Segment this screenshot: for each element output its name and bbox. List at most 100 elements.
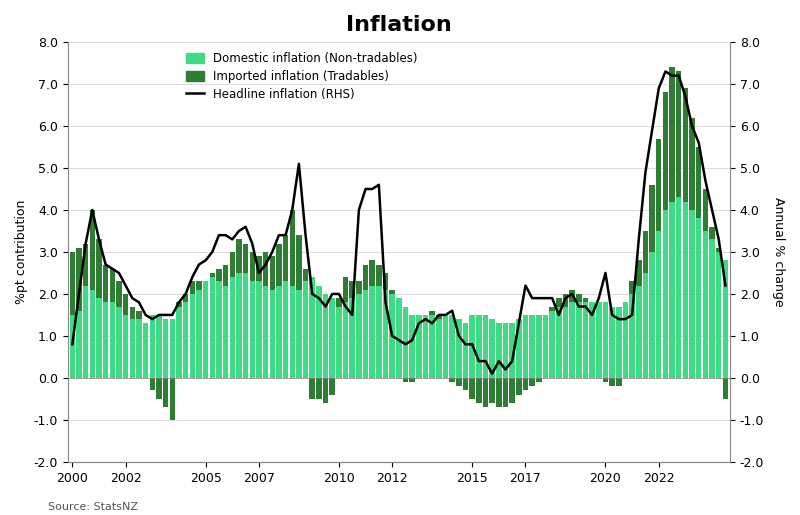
Bar: [210, 273, 215, 277]
Bar: [616, 378, 622, 386]
Bar: [223, 265, 228, 285]
Bar: [336, 306, 342, 378]
Bar: [143, 323, 148, 378]
Bar: [470, 378, 475, 399]
Bar: [110, 302, 115, 378]
Bar: [216, 269, 222, 281]
Bar: [196, 290, 202, 378]
Bar: [316, 285, 322, 378]
Bar: [190, 281, 195, 294]
Bar: [656, 139, 662, 231]
Bar: [170, 378, 175, 420]
Bar: [90, 290, 95, 378]
Bar: [123, 315, 128, 378]
Bar: [416, 315, 422, 378]
Bar: [96, 298, 102, 378]
Bar: [450, 378, 455, 382]
Bar: [156, 315, 162, 378]
Bar: [256, 281, 262, 378]
Bar: [270, 256, 275, 290]
Bar: [636, 261, 642, 285]
Bar: [522, 315, 528, 378]
Bar: [350, 298, 355, 378]
Legend: Domestic inflation (Non-tradables), Imported inflation (Tradables), Headline inf: Domestic inflation (Non-tradables), Impo…: [186, 52, 418, 100]
Bar: [570, 302, 575, 378]
Bar: [596, 302, 602, 378]
Bar: [90, 210, 95, 290]
Bar: [642, 273, 648, 378]
Bar: [516, 378, 522, 394]
Bar: [183, 302, 188, 378]
Bar: [283, 281, 288, 378]
Bar: [490, 319, 495, 378]
Bar: [650, 185, 655, 252]
Bar: [436, 319, 442, 378]
Bar: [336, 298, 342, 306]
Bar: [436, 315, 442, 319]
Bar: [270, 290, 275, 378]
Bar: [576, 302, 582, 378]
Bar: [136, 319, 142, 378]
Bar: [130, 319, 135, 378]
Bar: [530, 378, 535, 386]
Bar: [383, 273, 388, 290]
Bar: [650, 252, 655, 378]
Bar: [636, 285, 642, 378]
Bar: [163, 378, 168, 407]
Bar: [690, 210, 695, 378]
Bar: [356, 294, 362, 378]
Bar: [556, 306, 562, 378]
Bar: [456, 319, 462, 378]
Bar: [223, 285, 228, 378]
Bar: [562, 294, 568, 306]
Bar: [656, 231, 662, 378]
Bar: [310, 277, 315, 378]
Bar: [250, 252, 255, 281]
Bar: [456, 378, 462, 386]
Bar: [76, 248, 82, 311]
Bar: [236, 273, 242, 378]
Bar: [136, 311, 142, 319]
Bar: [303, 281, 308, 378]
Bar: [722, 378, 728, 399]
Bar: [476, 315, 482, 378]
Bar: [290, 210, 295, 285]
Bar: [370, 285, 375, 378]
Bar: [383, 290, 388, 378]
Bar: [310, 378, 315, 399]
Bar: [343, 277, 348, 302]
Bar: [203, 281, 208, 378]
Bar: [510, 378, 515, 403]
Bar: [562, 306, 568, 378]
Bar: [602, 378, 608, 382]
Bar: [276, 244, 282, 285]
Bar: [183, 294, 188, 302]
Bar: [103, 302, 108, 378]
Bar: [536, 315, 542, 378]
Bar: [256, 256, 262, 281]
Bar: [496, 323, 502, 378]
Bar: [396, 298, 402, 378]
Bar: [70, 315, 75, 378]
Bar: [76, 311, 82, 378]
Bar: [670, 67, 675, 201]
Bar: [216, 281, 222, 378]
Bar: [170, 319, 175, 378]
Bar: [150, 315, 155, 378]
Bar: [710, 227, 715, 239]
Bar: [243, 244, 248, 273]
Bar: [696, 218, 702, 378]
Y-axis label: %pt contribution: %pt contribution: [15, 200, 28, 304]
Bar: [103, 265, 108, 302]
Bar: [330, 298, 335, 378]
Bar: [690, 117, 695, 210]
Bar: [622, 302, 628, 378]
Bar: [370, 261, 375, 285]
Bar: [163, 319, 168, 378]
Bar: [662, 210, 668, 378]
Bar: [250, 281, 255, 378]
Bar: [276, 285, 282, 378]
Bar: [150, 378, 155, 390]
Bar: [490, 378, 495, 403]
Bar: [110, 269, 115, 302]
